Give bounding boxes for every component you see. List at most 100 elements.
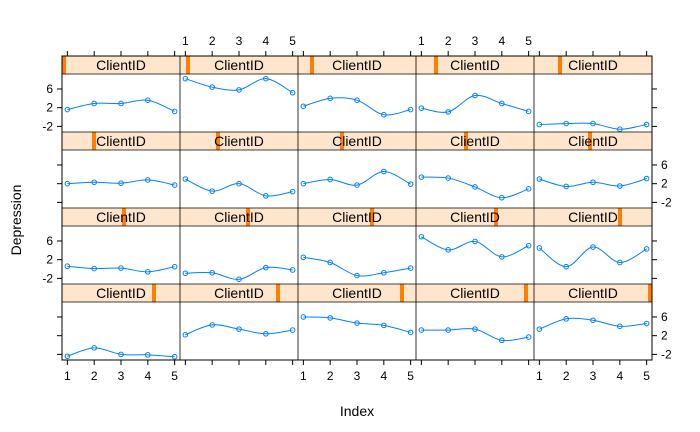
panel-client-18: ClientID [298,284,416,336]
strip-level-marker [588,132,592,150]
y-tick-label: 6 [661,310,668,324]
data-point [263,331,269,337]
series-line [185,78,293,94]
data-point [525,334,532,340]
panel-client-19: ClientID [416,284,534,344]
strip-background [298,132,416,150]
series-line [67,99,175,112]
strip-label: ClientID [96,133,146,149]
panel-client-4: ClientID [416,56,534,115]
data-point [643,246,650,252]
data-point [499,100,505,107]
data-point [472,238,478,245]
strip-background [298,56,416,74]
data-point [145,177,151,183]
strip-level-marker [62,56,66,74]
data-point [407,265,414,271]
data-point [472,92,478,99]
y-tick-label: 2 [661,177,668,191]
data-point [563,183,569,190]
y-tick-label: 6 [46,234,53,248]
panel-client-8: ClientID [298,132,416,188]
panel-client-10: ClientID [534,132,652,190]
series-line [303,316,411,333]
data-point [536,326,543,332]
x-tick-label: 5 [407,369,414,383]
x-tick-label: 2 [91,369,98,383]
data-point [563,316,569,322]
strip-level-marker [310,56,314,74]
x-tick-label: 2 [327,369,334,383]
strip-background [534,284,652,302]
strip-level-marker [558,56,562,74]
series-line [67,347,175,358]
x-tick-label: 1 [536,369,543,383]
strip-label: ClientID [214,209,264,225]
strip-label: ClientID [96,209,146,225]
data-point [236,180,242,187]
strip-background [416,132,534,150]
strip-level-marker [152,284,156,302]
strip-background [62,284,180,302]
x-tick-label: 4 [262,34,269,48]
data-point [418,327,425,333]
data-point [563,263,569,270]
data-point [91,100,97,107]
panel-client-3: ClientID [298,56,416,118]
data-point [300,254,307,261]
data-point [64,353,71,360]
y-tick-label: -2 [661,195,672,209]
data-point [445,247,451,253]
strip-background [534,56,652,74]
data-point [145,269,151,275]
strip-label: ClientID [568,133,618,149]
strip-level-marker [340,132,344,150]
x-tick-label: 2 [563,369,570,383]
strip-background [416,56,534,74]
strip-background [62,132,180,150]
strip-background [62,56,180,74]
y-tick-label: 6 [661,158,668,172]
y-tick-label: -2 [42,119,53,133]
panel-client-1: ClientID [62,56,180,115]
data-point [407,181,414,187]
data-point [182,176,189,182]
panel-client-14: ClientID [416,208,534,260]
x-tick-label: 1 [64,369,71,383]
data-point [563,120,569,127]
data-point [354,320,360,326]
strip-label: ClientID [568,285,618,301]
series-line [185,178,293,197]
strip-background [180,56,298,74]
series-line [539,122,647,130]
strip-level-marker [494,208,498,226]
data-point [171,353,178,360]
strip-level-marker [524,284,528,302]
data-point [381,168,387,175]
data-point [209,188,215,194]
strip-level-marker [648,284,652,302]
series-line [303,171,411,186]
strip-background [298,208,416,226]
data-point [145,97,151,103]
data-point [445,175,451,181]
panel-client-9: ClientID [416,132,534,201]
data-point [118,180,124,187]
data-point [499,254,505,260]
series-line [185,266,293,280]
data-point [91,265,97,272]
data-point [381,322,387,329]
strip-background [298,284,416,302]
x-tick-label: 4 [498,34,505,48]
data-point [209,322,215,328]
data-point [327,95,333,102]
x-tick-label: 3 [118,369,125,383]
data-point [407,329,414,336]
strip-level-marker [618,208,622,226]
x-tick-label: 3 [472,34,479,48]
data-point [64,180,71,187]
panel-client-17: ClientID [180,284,298,338]
y-tick-label: 6 [46,82,53,96]
data-point [536,176,543,182]
x-tick-label: 1 [300,369,307,383]
